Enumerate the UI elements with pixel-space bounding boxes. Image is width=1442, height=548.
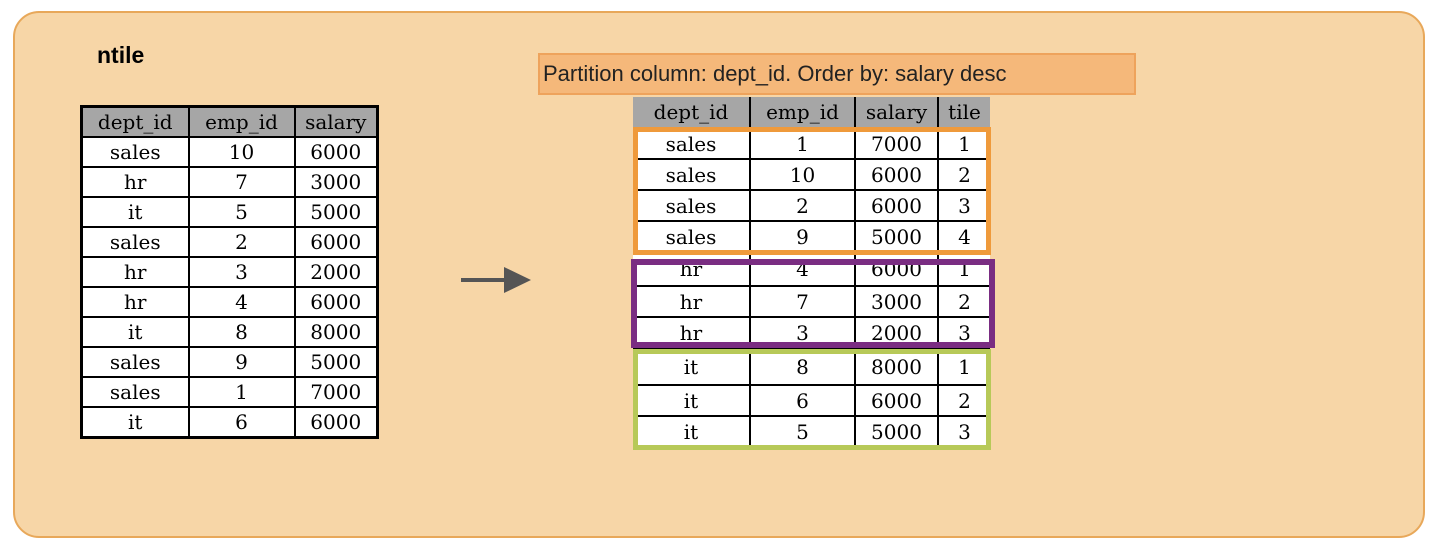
input-cell-dept-id: it [80,406,190,439]
input-cell-emp-id: 7 [187,166,296,198]
input-table: dept_id emp_id salary sales 10 6000 hr 7 3000… [80,105,379,439]
output-cell-emp-id: 1 [750,128,856,160]
hr-partition-box [631,259,995,348]
output-table-body: sales 1 7000 1 sales 10 6000 2 sales 2 6000 3 sales 9… [633,128,990,448]
output-cell-tile: 4 [938,221,990,253]
output-cell-emp-id: 7 [750,286,856,318]
output-table-row: sales 10 6000 2 [633,159,990,191]
output-cell-tile: 2 [938,286,990,318]
input-cell-dept-id: it [80,316,190,348]
input-table-header-row: dept_id emp_id salary [80,105,379,138]
output-col-emp-id: emp_id [750,97,856,129]
input-cell-emp-id: 9 [187,346,296,378]
input-cell-salary: 6000 [293,286,379,318]
input-cell-salary: 8000 [293,316,379,348]
output-cell-emp-id: 2 [750,190,856,222]
input-table-body: sales 10 6000 hr 7 3000 it 5 5000 sales 2 6000 hr 3 20… [80,136,379,439]
output-cell-dept-id: hr [633,286,751,318]
output-table-row: sales 2 6000 3 [633,190,990,222]
sales-partition-box [633,127,991,255]
input-cell-dept-id: hr [80,256,190,288]
output-cell-emp-id: 4 [750,252,856,287]
input-cell-emp-id: 8 [187,316,296,348]
output-cell-emp-id: 5 [750,416,856,448]
output-cell-dept-id: sales [633,159,751,191]
output-table-row: it 5 5000 3 [633,416,990,448]
input-cell-emp-id: 10 [187,136,296,168]
output-cell-tile: 2 [938,159,990,191]
input-table-row: it 8 8000 [80,316,379,348]
output-table-row: hr 7 3000 2 [633,286,990,318]
output-col-dept-id: dept_id [633,97,751,129]
output-cell-dept-id: sales [633,221,751,253]
input-cell-salary: 6000 [293,406,379,439]
output-cell-salary: 6000 [855,159,939,191]
output-cell-salary: 6000 [855,190,939,222]
input-cell-emp-id: 2 [187,226,296,258]
output-cell-tile: 1 [938,348,990,386]
input-table-row: hr 4 6000 [80,286,379,318]
output-cell-salary: 8000 [855,348,939,386]
output-table-row: sales 1 7000 1 [633,128,990,160]
input-table-row: it 5 5000 [80,196,379,228]
output-cell-dept-id: it [633,348,751,386]
input-cell-emp-id: 1 [187,376,296,408]
output-cell-tile: 1 [938,252,990,287]
input-table-row: sales 1 7000 [80,376,379,408]
right-arrow-icon [461,267,531,293]
input-cell-emp-id: 3 [187,256,296,288]
output-cell-emp-id: 10 [750,159,856,191]
output-col-salary: salary [855,97,939,129]
input-cell-dept-id: sales [80,226,190,258]
output-cell-salary: 5000 [855,221,939,253]
input-cell-dept-id: it [80,196,190,228]
input-cell-salary: 5000 [293,346,379,378]
input-cell-dept-id: sales [80,376,190,408]
input-cell-salary: 7000 [293,376,379,408]
input-cell-salary: 5000 [293,196,379,228]
output-col-tile: tile [938,97,990,129]
output-table-row: it 6 6000 2 [633,385,990,417]
diagram-title: ntile [97,42,145,68]
output-cell-tile: 1 [938,128,990,160]
output-cell-emp-id: 8 [750,348,856,386]
output-cell-dept-id: it [633,385,751,417]
output-cell-tile: 3 [938,190,990,222]
input-cell-salary: 6000 [293,136,379,168]
output-cell-salary: 6000 [855,385,939,417]
input-cell-salary: 3000 [293,166,379,198]
input-table-row: hr 3 2000 [80,256,379,288]
input-cell-salary: 2000 [293,256,379,288]
input-cell-dept-id: hr [80,166,190,198]
partition-note: Partition column: dept_id. Order by: sal… [538,53,1136,95]
input-cell-dept-id: sales [80,346,190,378]
output-cell-dept-id: sales [633,128,751,160]
input-cell-emp-id: 6 [187,406,296,439]
output-cell-dept-id: it [633,416,751,448]
output-table-row: sales 9 5000 4 [633,221,990,253]
input-table-row: it 6 6000 [80,406,379,439]
it-partition-box [633,349,991,450]
input-table-row: sales 9 5000 [80,346,379,378]
output-cell-tile: 2 [938,385,990,417]
output-cell-salary: 3000 [855,286,939,318]
output-cell-dept-id: sales [633,190,751,222]
input-cell-emp-id: 4 [187,286,296,318]
input-cell-salary: 6000 [293,226,379,258]
output-cell-emp-id: 6 [750,385,856,417]
input-cell-dept-id: sales [80,136,190,168]
input-table-row: sales 2 6000 [80,226,379,258]
input-col-salary: salary [293,105,379,138]
output-cell-tile: 3 [938,416,990,448]
output-table-row: it 8 8000 1 [633,348,990,386]
input-cell-dept-id: hr [80,286,190,318]
input-cell-emp-id: 5 [187,196,296,228]
input-col-dept-id: dept_id [80,105,190,138]
input-col-emp-id: emp_id [187,105,296,138]
input-table-row: hr 7 3000 [80,166,379,198]
output-table: dept_id emp_id salary tile sales 1 7000 1 sa… [633,97,990,448]
output-table-header-row: dept_id emp_id salary tile [633,97,990,129]
output-cell-salary: 7000 [855,128,939,160]
input-table-row: sales 10 6000 [80,136,379,168]
